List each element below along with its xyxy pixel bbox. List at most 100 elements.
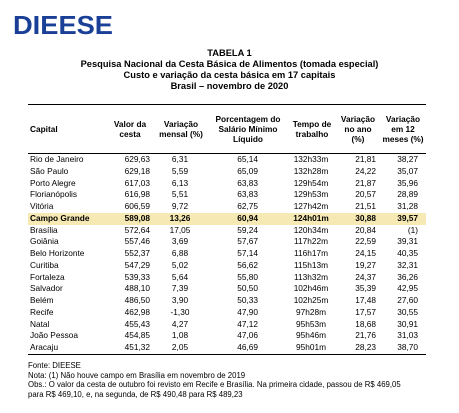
cell-tempo-trabalho: 124h01m <box>288 212 336 225</box>
cell-capital: Belo Horizonte <box>30 248 85 258</box>
cell-variacao-mensal: 6,88 <box>171 248 189 258</box>
cell-variacao-12-meses: 28,89 <box>397 189 418 200</box>
cell-capital: Vitória <box>30 201 54 211</box>
cell-valor-cesta: 616,98 <box>124 189 150 200</box>
cell-porcentagem-salario: 59,24 <box>237 224 258 235</box>
cell-valor-cesta: 455,43 <box>124 318 150 329</box>
table-row: Recife 462,98 -1,30 47,90 97h28m 17,57 30,55 <box>28 307 426 319</box>
cell-variacao-12-meses: 31,28 <box>397 201 418 211</box>
table-row: São Paulo 629,18 5,59 65,09 132h28m 24,22 35,0… <box>28 166 426 178</box>
table-number: TABELA 1 <box>207 48 252 58</box>
cell-variacao-12-meses: 39,57 <box>380 212 426 225</box>
logo-text: DIEESE <box>13 12 113 38</box>
cell-variacao-12-meses: 40,35 <box>397 248 418 258</box>
cell-valor-cesta: 606,59 <box>124 201 150 211</box>
cell-porcentagem-salario: 47,90 <box>237 306 258 317</box>
table-row: Rio de Janeiro 629,63 6,31 65,14 132h33m 21,8… <box>28 154 426 166</box>
cell-capital: Rio de Janeiro <box>30 154 84 164</box>
table-titles: TABELA 1 Pesquisa Nacional da Cesta Bási… <box>0 48 459 92</box>
cell-porcentagem-salario: 47,06 <box>237 330 258 341</box>
cell-variacao-mensal: 9,72 <box>171 201 189 211</box>
cell-capital: Belém <box>30 295 54 305</box>
cell-tempo-trabalho: 116h17m <box>294 248 328 258</box>
cell-porcentagem-salario: 55,80 <box>237 271 258 282</box>
cell-capital: Salvador <box>30 283 63 294</box>
cell-capital: Porto Alegre <box>30 177 76 188</box>
cell-variacao-mensal: 3,69 <box>171 236 189 247</box>
table-row: Fortaleza 539,33 5,64 55,80 113h32m 24,37 36,2… <box>28 272 426 284</box>
table-row: Curitiba 547,29 5,02 56,62 115h13m 19,27 32,31 <box>28 260 426 272</box>
cell-capital: Curitiba <box>30 259 59 270</box>
table-row: Goiânia 557,46 3,69 57,67 117h22m 22,59 39,31 <box>28 236 426 248</box>
cell-capital: São Paulo <box>30 165 69 176</box>
cell-valor-cesta: 454,85 <box>124 330 150 341</box>
cell-variacao-ano: 19,27 <box>355 259 376 270</box>
table-row: Brasília 572,64 17,05 59,24 120h34m 20,84 (1) <box>28 225 426 237</box>
cell-variacao-12-meses: 31,03 <box>397 330 418 341</box>
header-variacao-mensal: Variação mensal (%) <box>154 104 208 154</box>
cell-variacao-mensal: 13,26 <box>154 212 208 225</box>
cell-tempo-trabalho: 129h54m <box>293 177 329 188</box>
cell-porcentagem-salario: 57,14 <box>237 248 258 258</box>
cell-variacao-mensal: 4,27 <box>171 318 189 329</box>
table-title: Pesquisa Nacional da Cesta Básica de Ali… <box>80 59 379 69</box>
cell-valor-cesta: 488,10 <box>124 283 150 294</box>
cell-valor-cesta: 547,29 <box>124 259 150 270</box>
cell-variacao-ano: 21,76 <box>355 330 376 341</box>
cell-valor-cesta: 539,33 <box>124 271 150 282</box>
cell-variacao-mensal: 6,31 <box>171 154 189 164</box>
cell-variacao-ano: 30,88 <box>336 212 380 225</box>
cell-variacao-mensal: -1,30 <box>170 306 190 317</box>
cell-variacao-mensal: 5,59 <box>171 165 189 176</box>
table-row: Belém 486,50 3,90 50,33 102h25m 17,48 27,60 <box>28 295 426 307</box>
cell-variacao-12-meses: 32,31 <box>397 259 418 270</box>
table-period: Brasil – novembro de 2020 <box>170 81 289 91</box>
cell-variacao-12-meses: 27,60 <box>397 295 418 305</box>
observation-line-1: Obs.: O valor da cesta de outubro foi re… <box>28 380 401 390</box>
cell-capital: Aracaju <box>28 342 106 355</box>
cell-variacao-ano: 20,57 <box>355 189 376 200</box>
cell-variacao-12-meses: 30,55 <box>397 306 418 317</box>
header-valor-cesta: Valor da cesta <box>106 104 154 154</box>
cell-valor-cesta: 617,03 <box>124 177 150 188</box>
table-row: Natal 455,43 4,27 47,12 95h53m 18,68 30,91 <box>28 319 426 331</box>
cell-variacao-ano: 35,39 <box>355 283 376 294</box>
cell-variacao-ano: 18,68 <box>355 318 376 329</box>
cell-tempo-trabalho: 95h01m <box>288 342 336 355</box>
cell-variacao-mensal: 5,64 <box>171 271 189 282</box>
table-header-row: Capital Valor da cesta Variação mensal (… <box>28 104 426 154</box>
cell-porcentagem-salario: 63,83 <box>237 189 258 200</box>
cell-valor-cesta: 589,08 <box>106 212 154 225</box>
cell-variacao-ano: 20,84 <box>355 224 376 235</box>
cell-valor-cesta: 572,64 <box>124 224 150 235</box>
cell-tempo-trabalho: 95h46m <box>296 330 326 341</box>
cell-porcentagem-salario: 57,67 <box>237 236 258 247</box>
cell-porcentagem-salario: 50,33 <box>237 295 258 305</box>
cell-variacao-12-meses: 39,31 <box>397 236 418 247</box>
cell-variacao-mensal: 5,51 <box>171 189 189 200</box>
cell-variacao-ano: 21,51 <box>355 201 376 211</box>
cell-capital: Natal <box>30 318 50 329</box>
header-variacao-ano: Variação no ano (%) <box>336 104 380 154</box>
cell-valor-cesta: 629,63 <box>124 154 150 164</box>
cell-variacao-12-meses: 35,07 <box>397 165 418 176</box>
table-row: Aracaju 451,32 2,05 46,69 95h01m 28,23 38,70 <box>28 342 426 355</box>
cell-tempo-trabalho: 127h42m <box>293 201 329 211</box>
cell-valor-cesta: 552,37 <box>124 248 150 258</box>
cell-variacao-ano: 28,23 <box>336 342 380 355</box>
cell-tempo-trabalho: 129h53m <box>293 189 329 200</box>
cell-tempo-trabalho: 113h32m <box>294 271 328 282</box>
cell-tempo-trabalho: 95h53m <box>296 318 326 329</box>
cell-capital: Brasília <box>30 224 58 235</box>
header-porcentagem-salario: Porcentagem do Salário Mínimo Líquido <box>208 104 288 154</box>
cell-porcentagem-salario: 47,12 <box>237 318 258 329</box>
cell-variacao-mensal: 2,05 <box>154 342 208 355</box>
cell-variacao-12-meses: 38,27 <box>397 154 418 164</box>
cesta-basica-table: Capital Valor da cesta Variação mensal (… <box>28 104 426 355</box>
cell-valor-cesta: 557,46 <box>124 236 150 247</box>
observation-line-2: para R$ 469,10, e, na segunda, de R$ 490… <box>28 389 243 399</box>
cell-valor-cesta: 451,32 <box>106 342 154 355</box>
cell-tempo-trabalho: 97h28m <box>296 306 326 317</box>
cell-tempo-trabalho: 102h46m <box>293 283 329 294</box>
cell-capital: João Pessoa <box>30 330 78 341</box>
